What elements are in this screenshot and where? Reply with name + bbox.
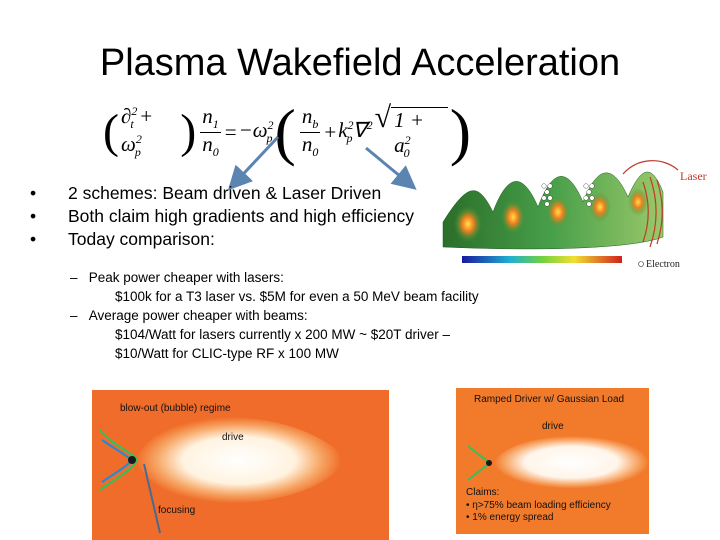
claims-box: Claims: • η>75% beam loading efficiency … [466,487,611,525]
bullet-item: • 2 schemes: Beam driven & Laser Driven [30,183,382,203]
bullet-item: • Both claim high gradients and high effi… [30,206,415,226]
sub-item: – Average power cheaper with beams: [70,308,308,323]
ramped-title-label: Ramped Driver w/ Gaussian Load [474,394,625,405]
slide-title: Plasma Wakefield Acceleration [99,42,621,84]
electron-label: Electron [646,259,680,270]
wakefield-equation: ( ∂2t + ω2p ) n1 n0 = −ω2p ( nb n0 + k2p∇2… [103,96,472,167]
claim-item: • η>75% beam loading efficiency [466,499,611,511]
blowout-regime-panel: blow-out (bubble) regime drive focusing [92,390,389,540]
focusing-label: focusing [158,505,196,516]
bullet-list: • 2 schemes: Beam driven & Laser Driven •… [30,182,414,251]
bullet-item: • Today comparison: [30,229,215,249]
ramped-drive-label: drive [542,421,564,432]
laser-wakefield-figure: Laser Electron [442,160,707,270]
laser-arrow [365,146,417,190]
ramped-driver-panel: Ramped Driver w/ Gaussian Load drive [456,388,649,534]
sub-item: – Peak power cheaper with lasers: [70,270,284,285]
beam-arrow [227,135,280,191]
laser-label: Laser [680,169,707,183]
claims-title: Claims: [466,487,500,498]
sub-item: $100k for a T3 laser vs. $5M for even a … [115,289,479,304]
sub-bullet-list: – Peak power cheaper with lasers: $100k … [70,268,479,363]
blowout-drive-label: drive [222,432,244,443]
sub-item: $104/Watt for lasers currently x 200 MW … [115,327,451,342]
sub-item: $10/Watt for CLIC-type RF x 100 MW [115,346,339,361]
claim-item: • 1% energy spread [466,512,554,523]
blowout-regime-label: blow-out (bubble) regime [120,403,231,414]
